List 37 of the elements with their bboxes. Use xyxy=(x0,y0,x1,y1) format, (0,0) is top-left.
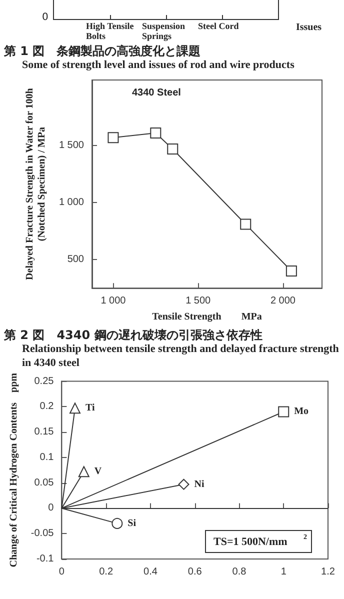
x-tick-label: 1 xyxy=(280,566,287,578)
x-tick-label: 0.4 xyxy=(144,566,158,578)
series-label: Si xyxy=(128,518,136,529)
y-tick-label: 0 xyxy=(48,502,54,514)
y-tick-label: 1 500 xyxy=(58,140,84,152)
y-tick-label: -0.1 xyxy=(36,554,54,564)
x-tick-label: 2 000 xyxy=(270,296,296,307)
series-label: Ti xyxy=(86,402,95,414)
category-label: High Tensile Bolts xyxy=(86,21,134,41)
x-tick-label: 1 000 xyxy=(100,296,126,307)
y-axis-title: Change of Critical Hydrogen Contents ppm xyxy=(8,372,20,568)
text: Issues xyxy=(296,22,322,33)
series-label: V xyxy=(94,466,102,478)
category-label: Steel Cord xyxy=(198,21,240,31)
y-tick-label: 500 xyxy=(67,254,84,266)
text: Some of strength level and issues of rod and wire products xyxy=(21,58,296,72)
x-tick-label: 0.2 xyxy=(99,566,114,578)
text: 第 1 図 条鋼製品の高強度化と課題 xyxy=(4,44,202,58)
y-tick-label: 0.05 xyxy=(34,477,54,488)
x-tick-label: 1.2 xyxy=(321,566,336,578)
y-tick-label: 0.2 xyxy=(40,401,54,412)
y-axis-title: Delayed Fracture Strength in Water for 100h (Notched Specimen) / MPa xyxy=(24,88,48,280)
y-tick-label: 0.1 xyxy=(40,452,54,463)
x-tick-label: 1 500 xyxy=(186,296,212,307)
y-tick-label: 0.25 xyxy=(34,376,54,387)
y-tick-label: 1 000 xyxy=(58,197,84,208)
text: 第 2 図 4340 鋼の遅れ破壊の引張強さ依存性 xyxy=(4,328,264,342)
category-label: Suspension Springs xyxy=(142,21,186,41)
annotation: 4340 Steel xyxy=(132,88,182,98)
x-tick-label: 0.8 xyxy=(232,566,247,578)
y-tick-label: -0.05 xyxy=(30,528,54,540)
series-label: Ni xyxy=(194,478,204,490)
text: Relationship between tensile strength and delayed fracture strength in 4340 steel xyxy=(21,342,340,370)
x-tick-label: 0.6 xyxy=(188,566,202,578)
x-axis-title: Tensile Strength MPa xyxy=(152,312,262,322)
y-tick-label: 0.15 xyxy=(34,426,54,438)
series-label: Mo xyxy=(294,406,309,418)
